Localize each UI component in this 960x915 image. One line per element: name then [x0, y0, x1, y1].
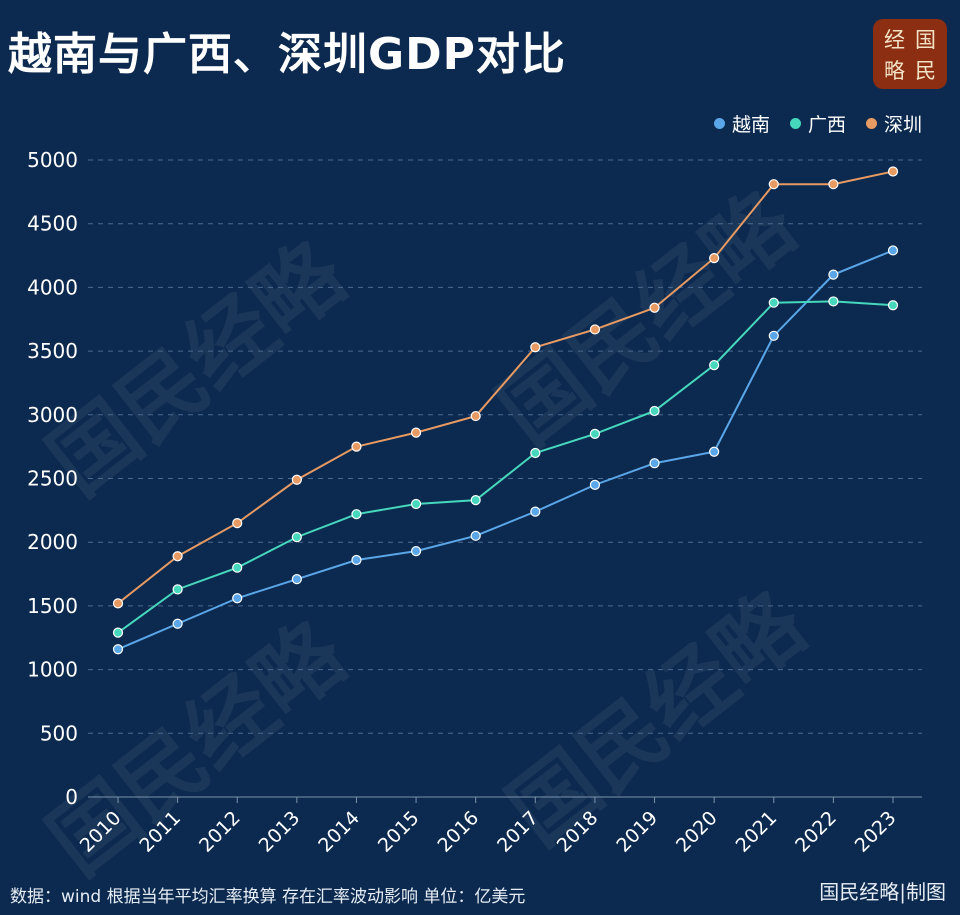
x-tick-label: 2018 [553, 807, 603, 857]
legend-label: 越南 [731, 114, 770, 136]
brand-logo: 经 国 略 民 [873, 19, 947, 89]
y-tick-label: 3500 [27, 339, 78, 363]
y-tick-label: 500 [40, 721, 78, 745]
data-point [649, 405, 660, 417]
data-point [709, 360, 720, 371]
x-tick-label: 2010 [76, 807, 126, 857]
data-point [470, 410, 481, 422]
data-point [291, 574, 302, 585]
data-point [768, 330, 779, 341]
legend-dot-icon [789, 118, 801, 129]
legend-item-guangxi[interactable]: 广西 [789, 110, 846, 137]
chart-title: 越南与广西、深圳GDP对比 [8, 29, 566, 80]
data-point [828, 296, 839, 307]
y-tick-label: 1000 [27, 658, 78, 682]
data-point [530, 506, 541, 517]
legend-dot-icon [865, 118, 877, 129]
logo-char: 略 [884, 58, 905, 83]
x-tick-label: 2013 [255, 807, 305, 857]
data-point [172, 584, 183, 595]
data-point [232, 517, 243, 529]
data-point [768, 297, 779, 308]
series-line-2 [117, 170, 894, 605]
data-point [709, 252, 720, 264]
logo-char: 经 [884, 27, 905, 52]
series-line-1 [117, 300, 894, 634]
x-tick-label: 2015 [374, 807, 424, 857]
x-tick-label: 2014 [314, 807, 364, 857]
data-point [887, 300, 899, 311]
y-tick-label: 3000 [27, 403, 78, 427]
data-point [887, 245, 899, 256]
x-tick-label: 2012 [195, 807, 245, 857]
data-point [649, 458, 660, 469]
x-tick-label: 2011 [135, 807, 185, 857]
data-point [649, 302, 660, 313]
data-point [291, 474, 302, 485]
data-point [112, 627, 124, 638]
data-point [589, 428, 601, 440]
x-tick-label: 2017 [493, 807, 543, 857]
y-tick-label: 0 [65, 785, 78, 809]
logo-char: 国 [915, 27, 936, 52]
chart-legend: 越南 广西 深圳 [713, 110, 922, 137]
data-point [351, 441, 362, 452]
y-tick-label: 1500 [27, 594, 78, 618]
y-tick-label: 4500 [27, 212, 78, 236]
data-point [530, 447, 541, 459]
series-line-0 [117, 249, 894, 651]
x-tick-label: 2021 [732, 807, 782, 857]
y-tick-label: 2500 [27, 467, 78, 491]
data-point [530, 342, 541, 353]
x-tick-label: 2020 [672, 807, 722, 857]
data-point [828, 179, 839, 190]
data-point [351, 509, 362, 520]
data-point [232, 593, 243, 604]
data-point [172, 551, 183, 562]
x-tick-label: 2022 [791, 807, 841, 857]
data-point [232, 562, 243, 573]
data-point [828, 269, 839, 280]
x-tick-label: 2023 [851, 807, 901, 857]
data-point [410, 546, 422, 557]
y-tick-label: 2000 [27, 530, 78, 554]
data-point [589, 479, 601, 490]
legend-dot-icon [713, 118, 725, 129]
data-point [470, 495, 481, 506]
data-source-note: 数据：wind 根据当年平均汇率换算 存在汇率波动影响 单位：亿美元 [10, 887, 526, 907]
data-point [112, 598, 124, 609]
data-point [351, 554, 362, 566]
data-point [589, 324, 601, 335]
data-point [410, 498, 422, 510]
x-tick-label: 2019 [612, 807, 662, 857]
data-point [172, 618, 183, 629]
data-point [768, 179, 779, 190]
y-tick-label: 5000 [27, 148, 78, 172]
data-point [410, 427, 422, 438]
x-tick-label: 2016 [433, 807, 483, 857]
legend-item-vietnam[interactable]: 越南 [713, 110, 770, 137]
legend-label: 广西 [807, 114, 846, 136]
data-point [887, 166, 899, 177]
chart-credit: 国民经略|制图 [819, 880, 946, 904]
data-point [112, 644, 124, 655]
data-point [709, 446, 720, 457]
logo-char: 民 [915, 58, 936, 83]
data-point [470, 530, 481, 541]
legend-label: 深圳 [883, 114, 922, 136]
y-tick-label: 4000 [27, 275, 78, 299]
data-point [291, 532, 302, 543]
legend-item-shenzhen[interactable]: 深圳 [865, 110, 922, 137]
